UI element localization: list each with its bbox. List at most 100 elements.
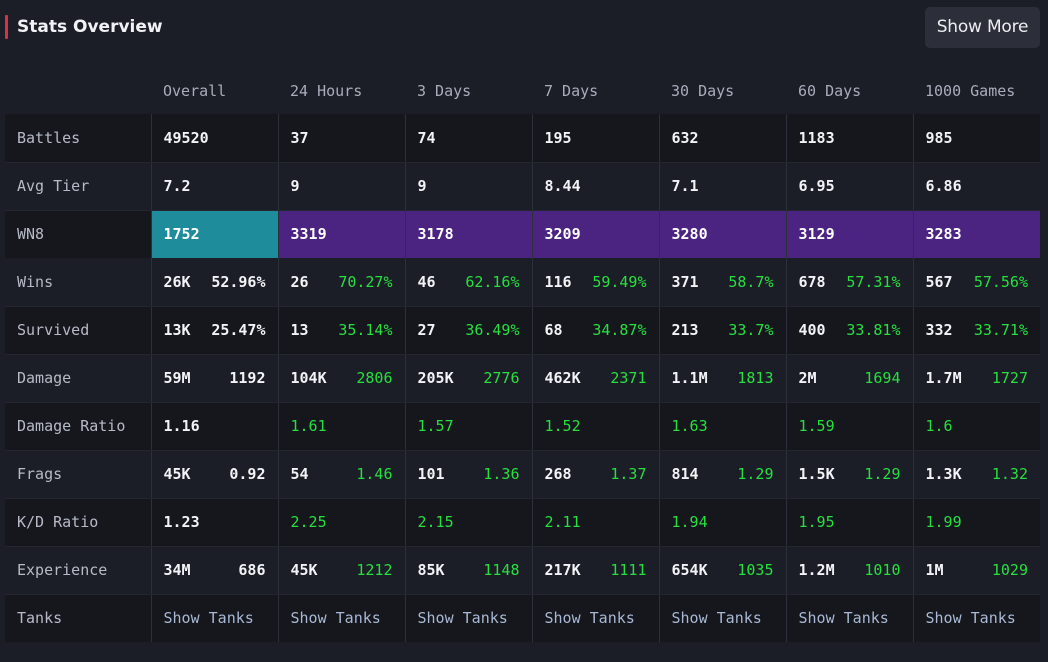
- damage-total: 59M: [163, 369, 191, 387]
- damage-ratio-number: 1.57: [417, 417, 454, 435]
- show-tanks-link[interactable]: Show Tanks: [544, 609, 635, 628]
- survived-percent: 35.14%: [338, 321, 393, 339]
- frags-average: 1.36: [483, 465, 520, 483]
- experience-total: 85K: [417, 561, 445, 579]
- show-tanks-link[interactable]: Show Tanks: [163, 609, 254, 628]
- column-header: 60 Days: [798, 82, 862, 100]
- avg-tier-value: 9: [404, 162, 532, 211]
- wn8-value: 3283: [912, 210, 1040, 258]
- wins-cell: 371 58.7%: [658, 258, 786, 307]
- damage-cell: 2M 1694: [785, 354, 913, 403]
- column-header: Overall: [163, 82, 227, 100]
- frags-average: 1.37: [610, 465, 647, 483]
- table-row-kd-ratio: K/D Ratio 1.23 2.25 2.15 2.11 1.94 1.95 …: [5, 498, 1040, 547]
- damage-average: 1813: [737, 369, 774, 387]
- damage-ratio-value: 1.57: [404, 402, 532, 451]
- survived-percent: 34.87%: [592, 321, 647, 339]
- damage-ratio-value: 1.16: [150, 402, 278, 451]
- show-tanks-link[interactable]: Show Tanks: [417, 609, 508, 628]
- kd-ratio-value: 2.15: [404, 498, 532, 547]
- experience-cell: 654K 1035: [658, 546, 786, 595]
- avg-tier-value: 9: [277, 162, 405, 211]
- damage-cell: 205K 2776: [404, 354, 532, 403]
- survived-percent: 33.71%: [973, 321, 1028, 339]
- damage-total: 205K: [417, 369, 454, 387]
- avg-tier-value: 6.95: [785, 162, 913, 211]
- survived-count: 13: [290, 321, 309, 339]
- experience-cell: 217K 1111: [531, 546, 659, 595]
- frags-average: 1.29: [737, 465, 774, 483]
- experience-cell: 1M 1029: [912, 546, 1040, 595]
- table-row-frags: Frags 45K 0.92 54 1.46 101 1.36 268 1.37 814…: [5, 450, 1040, 499]
- wn8-value: 1752: [150, 210, 278, 258]
- table-row-avg-tier: Avg Tier 7.2 9 9 8.44 7.1 6.95 6.86: [5, 162, 1040, 211]
- tanks-cell: Show Tanks: [404, 594, 532, 642]
- panel-header: Stats Overview Show More: [0, 0, 1048, 60]
- frags-total: 1.5K: [798, 465, 835, 483]
- experience-total: 45K: [290, 561, 318, 579]
- damage-ratio-value: 1.52: [531, 402, 659, 451]
- column-header: 24 Hours: [290, 82, 363, 100]
- frags-cell: 101 1.36: [404, 450, 532, 499]
- title-accent-bar: [5, 15, 8, 39]
- damage-ratio-value: 1.59: [785, 402, 913, 451]
- show-tanks-link[interactable]: Show Tanks: [798, 609, 889, 628]
- damage-ratio-value: 1.63: [658, 402, 786, 451]
- damage-ratio-number: 1.61: [290, 417, 327, 435]
- experience-total: 1M: [925, 561, 944, 579]
- damage-average: 1727: [991, 369, 1028, 387]
- battles-value: 49520: [150, 114, 278, 163]
- damage-average: 2371: [610, 369, 647, 387]
- wins-cell: 678 57.31%: [785, 258, 913, 307]
- column-header: 7 Days: [544, 82, 599, 100]
- frags-average: 1.46: [356, 465, 393, 483]
- survived-cell: 400 33.81%: [785, 306, 913, 355]
- avg-tier-value: 6.86: [912, 162, 1040, 211]
- tanks-cell: Show Tanks: [658, 594, 786, 642]
- damage-ratio-number: 1.59: [798, 417, 835, 435]
- experience-cell: 45K 1212: [277, 546, 405, 595]
- damage-average: 1694: [864, 369, 901, 387]
- survived-count: 400: [798, 321, 826, 339]
- kd-ratio-value: 1.99: [912, 498, 1040, 547]
- frags-average: 0.92: [229, 465, 266, 483]
- kd-ratio-number: 2.15: [417, 513, 454, 531]
- kd-ratio-number: 1.94: [671, 513, 708, 531]
- battles-value: 37: [277, 114, 405, 163]
- frags-cell: 1.3K 1.32: [912, 450, 1040, 499]
- show-tanks-link[interactable]: Show Tanks: [290, 609, 381, 628]
- battles-value: 1183: [785, 114, 913, 163]
- experience-average: 1035: [737, 561, 774, 579]
- survived-cell: 213 33.7%: [658, 306, 786, 355]
- wins-percent: 58.7%: [728, 272, 774, 291]
- show-tanks-link[interactable]: Show Tanks: [925, 609, 1016, 628]
- survived-count: 13K: [163, 321, 191, 339]
- frags-cell: 814 1.29: [658, 450, 786, 499]
- show-more-button[interactable]: Show More: [925, 7, 1040, 48]
- show-tanks-link[interactable]: Show Tanks: [671, 609, 762, 628]
- frags-total: 101: [417, 465, 445, 483]
- wins-percent: 59.49%: [592, 272, 647, 291]
- damage-total: 1.7M: [925, 369, 962, 387]
- damage-cell: 104K 2806: [277, 354, 405, 403]
- wins-count: 46: [417, 272, 436, 291]
- experience-average: 1212: [356, 561, 393, 579]
- experience-average: 1148: [483, 561, 520, 579]
- damage-cell: 1.1M 1813: [658, 354, 786, 403]
- damage-total: 462K: [544, 369, 581, 387]
- experience-average: 1029: [991, 561, 1028, 579]
- avg-tier-value: 8.44: [531, 162, 659, 211]
- experience-average: 1010: [864, 561, 901, 579]
- wins-percent: 52.96%: [211, 272, 266, 291]
- wins-cell: 46 62.16%: [404, 258, 532, 307]
- wins-count: 678: [798, 272, 826, 291]
- wins-cell: 26K 52.96%: [150, 258, 278, 307]
- survived-cell: 332 33.71%: [912, 306, 1040, 355]
- table-row-damage: Damage 59M 1192 104K 2806 205K 2776 462K 237…: [5, 354, 1040, 403]
- avg-tier-value: 7.1: [658, 162, 786, 211]
- experience-total: 34M: [163, 561, 191, 579]
- row-label: Battles: [5, 114, 151, 163]
- damage-ratio-value: 1.6: [912, 402, 1040, 451]
- frags-total: 814: [671, 465, 699, 483]
- row-label: Frags: [5, 450, 151, 499]
